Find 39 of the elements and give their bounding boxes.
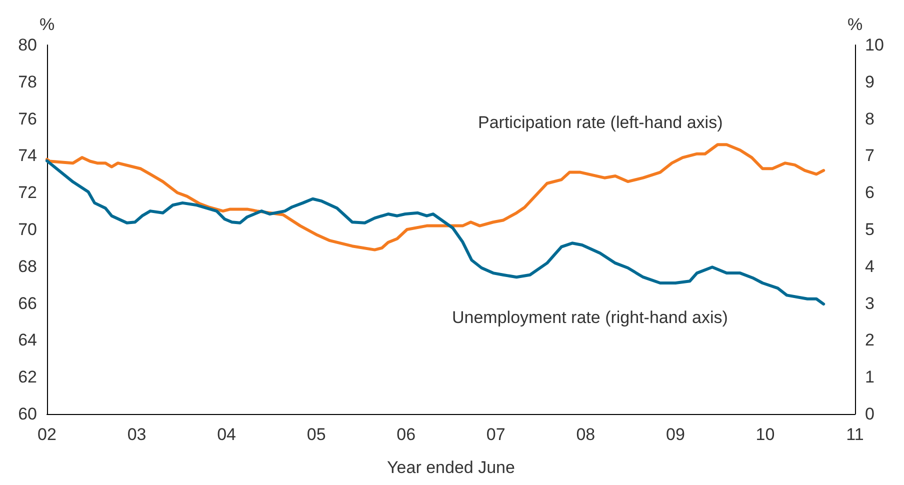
y2-tick-label: 6 <box>865 183 874 202</box>
y-tick-label: 74 <box>18 146 37 166</box>
y2-tick-label: 9 <box>865 72 874 92</box>
y2-axis-title: % <box>847 15 863 34</box>
text: Unemployment rate (right-hand axis) <box>452 308 728 327</box>
y2-tick-label: 3 <box>865 294 874 313</box>
line-series <box>46 143 826 252</box>
x-tick-label: 04 <box>217 425 236 444</box>
y-tick-label: 64 <box>18 330 37 350</box>
y-tick-label: 78 <box>18 72 37 92</box>
x-tick-label: 03 <box>127 425 146 444</box>
y2-tick-label: 5 <box>865 220 874 239</box>
x-tick-label: 02 <box>38 425 56 444</box>
y-tick-label: 80 <box>18 36 37 54</box>
y-tick-label: 60 <box>18 404 37 424</box>
x-axis-title: Year ended June <box>387 458 515 477</box>
x-tick-label: 10 <box>756 425 775 444</box>
y-tick-label: 66 <box>18 294 37 313</box>
y2-tick-label: 4 <box>865 256 874 276</box>
y-tick-label: 68 <box>18 256 37 276</box>
y2-tick-label: 2 <box>865 330 874 350</box>
line-series <box>46 159 826 306</box>
y2-tick-label: 7 <box>865 146 874 166</box>
y-tick-label: 62 <box>18 368 37 387</box>
x-tick-label: 05 <box>306 425 326 444</box>
x-tick-label: 06 <box>396 425 416 444</box>
y-tick-label: 72 <box>18 183 37 202</box>
y-axis-title: % <box>39 15 55 34</box>
y2-tick-label: 1 <box>865 368 874 387</box>
x-tick-label: 09 <box>666 425 685 444</box>
y-tick-label: 70 <box>18 220 37 239</box>
x-tick-label: 11 <box>846 425 864 444</box>
y2-tick-label: 10 <box>865 36 884 54</box>
x-tick-label: 08 <box>576 425 596 444</box>
series-label: Participation rate (left-hand axis) <box>478 113 723 132</box>
y-tick-label: 76 <box>18 109 37 128</box>
y2-tick-label: 8 <box>865 109 874 128</box>
x-tick-label: 07 <box>486 425 506 444</box>
y2-tick-label: 0 <box>865 404 874 424</box>
